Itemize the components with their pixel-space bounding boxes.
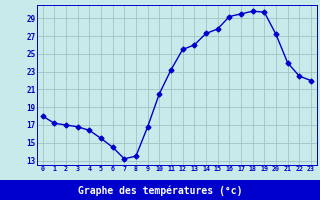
Text: Graphe des températures (°c): Graphe des températures (°c) bbox=[78, 186, 242, 196]
